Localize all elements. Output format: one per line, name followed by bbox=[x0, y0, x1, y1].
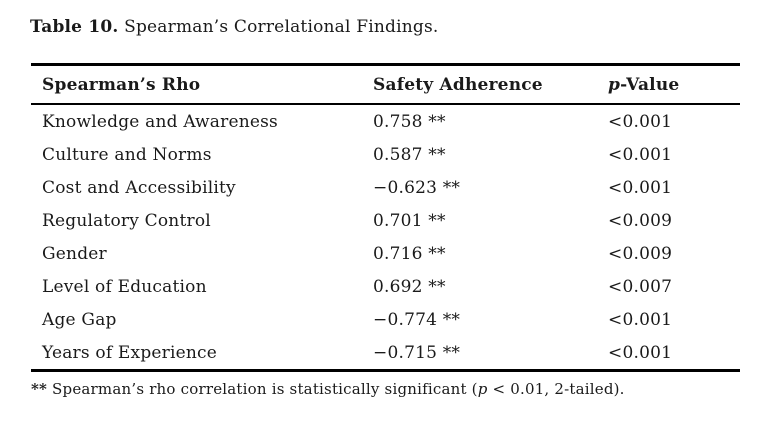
row-safety-adherence: 0.758 ** bbox=[373, 111, 446, 132]
row-p-value: <0.001 bbox=[608, 309, 673, 330]
table-footnote: ** Spearman’s rho correlation is statist… bbox=[31, 379, 775, 399]
row-safety-adherence: 0.587 ** bbox=[373, 144, 446, 165]
row-p-value: <0.001 bbox=[608, 144, 673, 165]
table-caption-label: Table 10. bbox=[30, 17, 119, 37]
header-cell-safety-adherence: Safety Adherence bbox=[373, 74, 543, 95]
table-caption: Table 10. Spearman’s Correlational Findi… bbox=[30, 16, 775, 38]
table-row: Regulatory Control 0.701 ** <0.009 bbox=[31, 204, 740, 237]
row-variable: Level of Education bbox=[42, 276, 207, 297]
p-italic: p bbox=[608, 74, 621, 95]
table-row: Age Gap −0.774 ** <0.001 bbox=[31, 303, 740, 336]
table-row: Knowledge and Awareness 0.758 ** <0.001 bbox=[31, 105, 740, 138]
table-row: Gender 0.716 ** <0.009 bbox=[31, 237, 740, 270]
footnote-significance-marker: ** bbox=[31, 380, 48, 398]
table-row: Level of Education 0.692 ** <0.007 bbox=[31, 270, 740, 303]
row-safety-adherence: −0.715 ** bbox=[373, 342, 461, 363]
row-variable: Age Gap bbox=[42, 309, 117, 330]
row-p-value: <0.001 bbox=[608, 111, 673, 132]
row-variable: Knowledge and Awareness bbox=[42, 111, 278, 132]
spearman-correlation-table: Spearman’s Rho Safety Adherence p-Value … bbox=[31, 63, 740, 372]
table-row: Cost and Accessibility −0.623 ** <0.001 bbox=[31, 171, 740, 204]
row-safety-adherence: 0.692 ** bbox=[373, 276, 446, 297]
row-safety-adherence: −0.623 ** bbox=[373, 177, 461, 198]
footnote-text-post: < 0.01, 2-tailed). bbox=[487, 380, 625, 398]
row-p-value: <0.001 bbox=[608, 177, 673, 198]
row-safety-adherence: 0.716 ** bbox=[373, 243, 446, 264]
row-p-value: <0.009 bbox=[608, 243, 673, 264]
row-variable: Cost and Accessibility bbox=[42, 177, 236, 198]
row-p-value: <0.007 bbox=[608, 276, 673, 297]
row-safety-adherence: 0.701 ** bbox=[373, 210, 446, 231]
row-p-value: <0.001 bbox=[608, 342, 673, 363]
table-row: Culture and Norms 0.587 ** <0.001 bbox=[31, 138, 740, 171]
row-variable: Regulatory Control bbox=[42, 210, 211, 231]
row-variable: Years of Experience bbox=[42, 342, 218, 363]
table-row: Years of Experience −0.715 ** <0.001 bbox=[31, 336, 740, 369]
row-p-value: <0.009 bbox=[608, 210, 673, 231]
table-header-row: Spearman’s Rho Safety Adherence p-Value bbox=[31, 66, 740, 105]
p-value-rest: -Value bbox=[620, 74, 680, 95]
footnote-text-pre: Spearman’s rho correlation is statistica… bbox=[47, 380, 478, 398]
row-safety-adherence: −0.774 ** bbox=[373, 309, 461, 330]
footnote-p-italic: p bbox=[477, 380, 488, 398]
header-cell-p-value: p-Value bbox=[608, 75, 740, 95]
row-variable: Gender bbox=[42, 243, 107, 264]
table-caption-text: Spearman’s Correlational Findings. bbox=[118, 17, 439, 37]
row-variable: Culture and Norms bbox=[42, 144, 212, 165]
header-cell-spearmans-rho: Spearman’s Rho bbox=[42, 74, 201, 95]
